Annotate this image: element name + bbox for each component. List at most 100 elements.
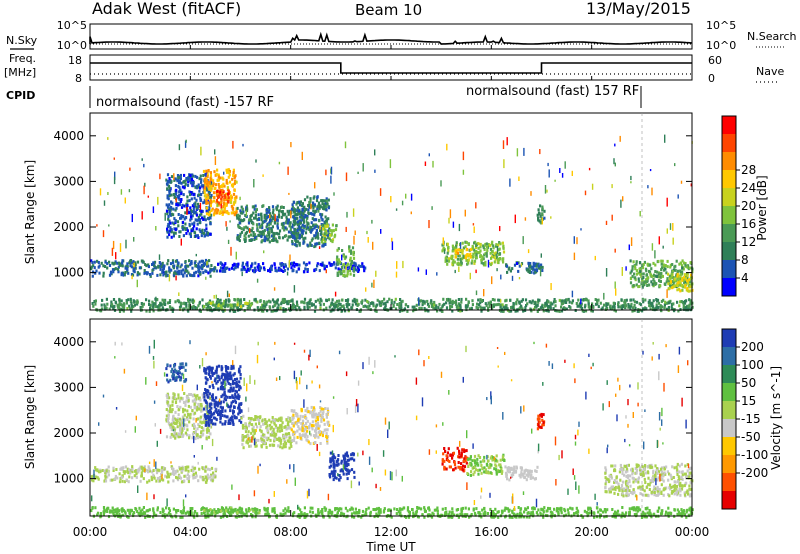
data-cell — [333, 192, 335, 196]
data-cell — [187, 264, 190, 268]
data-cell — [344, 309, 347, 313]
data-cell — [277, 232, 280, 236]
data-cell — [166, 378, 169, 382]
data-cell — [350, 259, 353, 263]
data-cell — [631, 267, 634, 271]
data-cell — [670, 272, 673, 276]
data-cell — [286, 221, 289, 225]
data-cell — [349, 258, 352, 262]
data-cell — [251, 437, 254, 441]
data-cell — [136, 279, 138, 288]
data-cell — [179, 476, 183, 480]
data-cell — [518, 176, 520, 181]
data-cell — [208, 385, 211, 389]
data-cell — [186, 409, 189, 413]
data-cell — [181, 423, 184, 427]
data-cell — [200, 259, 203, 263]
data-cell — [205, 478, 208, 482]
data-cell — [254, 261, 257, 265]
data-cell — [136, 273, 139, 277]
data-cell — [255, 223, 259, 227]
data-cell — [203, 186, 206, 190]
data-cell — [323, 267, 326, 271]
data-cell — [444, 259, 447, 263]
data-cell — [461, 248, 464, 252]
data-cell — [226, 266, 229, 270]
data-cell — [178, 292, 180, 296]
data-cell — [169, 305, 172, 309]
data-cell — [181, 215, 184, 219]
data-cell — [254, 210, 257, 214]
data-cell — [260, 434, 263, 438]
data-cell — [193, 402, 196, 406]
data-cell — [188, 222, 191, 226]
data-cell — [320, 413, 323, 417]
data-cell — [517, 269, 520, 273]
data-cell — [167, 230, 170, 234]
data-cell — [309, 199, 312, 203]
data-cell — [459, 242, 462, 249]
data-cell — [455, 241, 458, 245]
data-cell — [383, 307, 386, 311]
data-cell — [232, 373, 235, 377]
colorbar-swatch — [722, 188, 736, 207]
data-cell — [509, 269, 512, 273]
data-cell — [471, 246, 475, 250]
data-cell — [494, 303, 497, 307]
data-cell — [467, 300, 470, 304]
data-cell — [634, 267, 637, 271]
data-cell — [550, 283, 552, 291]
data-cell — [237, 412, 240, 416]
data-cell — [261, 439, 264, 443]
data-cell — [311, 212, 314, 216]
data-cell — [179, 173, 182, 177]
data-cell — [301, 216, 304, 220]
data-cell — [122, 272, 124, 277]
data-cell — [263, 219, 266, 223]
data-cell — [193, 274, 196, 278]
data-cell — [276, 224, 279, 228]
data-cell — [466, 253, 469, 257]
data-cell — [274, 424, 278, 428]
data-cell — [606, 303, 609, 306]
data-cell — [313, 226, 316, 230]
data-cell — [274, 309, 278, 313]
data-cell — [248, 444, 251, 448]
data-cell — [648, 269, 651, 273]
data-cell — [178, 465, 181, 469]
data-cell — [459, 309, 462, 313]
data-cell — [108, 307, 111, 311]
data-cell — [663, 303, 666, 307]
data-cell — [262, 204, 265, 208]
data-cell — [504, 304, 507, 308]
data-cell — [667, 282, 670, 286]
data-cell — [191, 432, 195, 436]
data-cell — [651, 307, 655, 311]
data-cell — [286, 422, 290, 426]
data-cell — [191, 274, 194, 278]
data-cell — [491, 307, 494, 311]
data-cell — [161, 261, 164, 265]
data-cell — [231, 389, 234, 393]
data-cell — [272, 217, 275, 220]
data-cell — [199, 435, 202, 439]
data-cell — [443, 249, 446, 254]
data-cell — [130, 304, 133, 308]
data-cell — [683, 281, 686, 285]
data-cell — [237, 397, 240, 401]
data-cell — [168, 203, 171, 207]
data-cell — [166, 180, 169, 183]
data-cell — [206, 395, 209, 399]
data-cell — [288, 416, 291, 420]
data-cell — [515, 302, 518, 306]
data-cell — [192, 473, 195, 476]
data-cell — [311, 217, 314, 221]
data-cell — [619, 305, 623, 309]
data-cell — [239, 301, 242, 305]
data-cell — [548, 169, 550, 178]
data-cell — [346, 269, 349, 273]
data-cell — [315, 242, 318, 246]
data-cell — [203, 191, 206, 194]
data-cell — [396, 303, 399, 306]
data-cell — [256, 229, 259, 233]
